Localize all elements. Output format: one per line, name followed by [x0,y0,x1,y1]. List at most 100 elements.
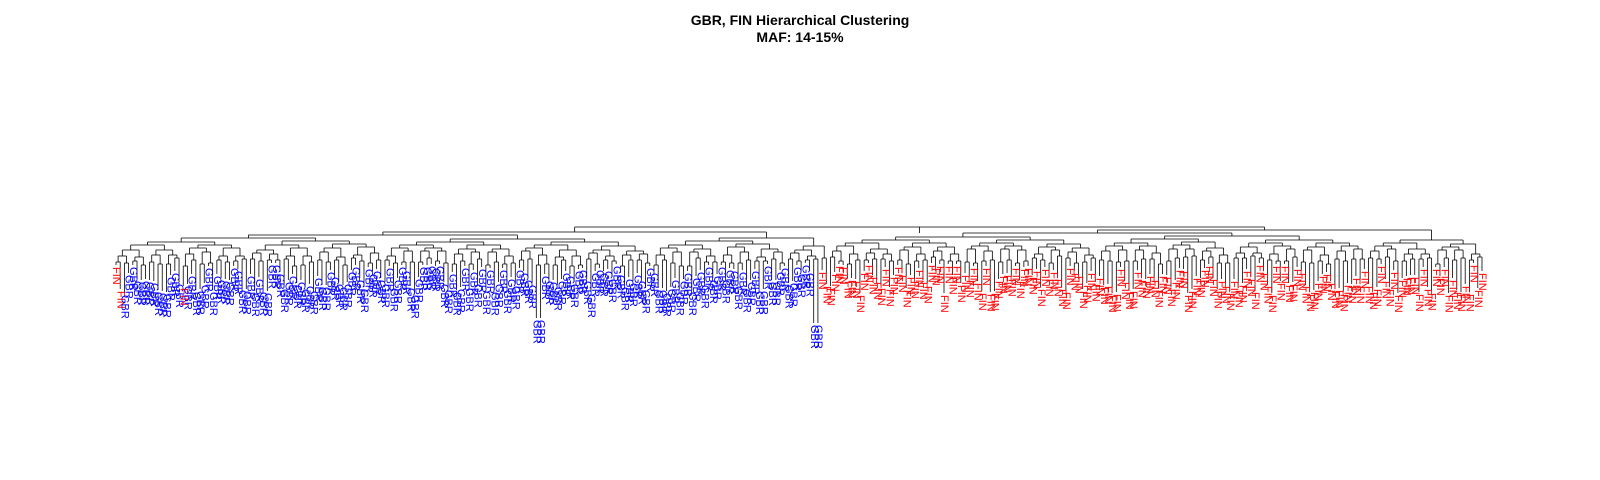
leaf-label-gbr: GBR [282,282,294,306]
leaf-label-fin: FIN [1442,295,1454,313]
leaf-label-gbr: GBR [182,286,194,310]
leaf-label-fin: FIN [837,267,849,285]
leaf-label-fin: FIN [900,290,912,308]
leaf-label-gbr: GBR [211,276,223,300]
leaf-label-fin: FIN [1073,276,1085,294]
leaf-label-fin: FIN [1241,271,1253,289]
leaf-label-fin: FIN [1245,279,1257,297]
leaf-label-fin: FIN [825,288,837,306]
leaf-label-gbr: GBR [131,281,143,305]
leaf-label-gbr: GBR [329,277,341,301]
leaf-label-gbr: GBR [648,273,660,297]
leaf-label-fin: FIN [1405,277,1417,295]
chart-title: GBR, FIN Hierarchical Clustering [690,12,910,28]
leaf-label-gbr: GBR [425,266,437,290]
leaf-label-fin: FIN [1417,269,1429,287]
leaf-label-gbr: GBR [493,284,505,308]
leaf-label-gbr: GBR [690,278,702,302]
leaf-label-gbr: GBR [652,290,664,314]
leaf-label-gbr: GBR [438,284,450,308]
leaf-label-gbr: GBR [488,292,500,316]
leaf-label-gbr: GBR [530,320,542,344]
leaf-label-fin: FIN [1220,286,1232,304]
leaf-label-fin: FIN [1337,294,1349,312]
leaf-label-gbr: GBR [350,267,362,291]
leaf-label-fin: FIN [951,266,963,284]
leaf-label-gbr: GBR [392,280,404,304]
leaf-label-gbr: GBR [455,289,467,313]
leaf-label-gbr: GBR [299,289,311,313]
leaf-label-fin: FIN [850,281,862,299]
leaf-label-fin: FIN [1426,293,1438,311]
leaf-label-fin: FIN [1047,272,1059,290]
leaf-label-gbr: GBR [728,271,740,295]
leaf-label-gbr: GBR [661,293,673,317]
leaf-label-gbr: GBR [497,270,509,294]
leaf-label-fin: FIN [1312,283,1324,301]
leaf-label-gbr: GBR [295,282,307,306]
leaf-label-fin: FIN [1400,278,1412,296]
leaf-label-fin: FIN [1304,294,1316,312]
leaf-label-gbr: GBR [572,271,584,295]
leaf-label-gbr: GBR [732,286,744,310]
leaf-label-fin: FIN [942,266,954,284]
leaf-label-fin: FIN [1085,273,1097,291]
leaf-label-gbr: GBR [623,279,635,303]
leaf-label-fin: FIN [1371,289,1383,307]
leaf-label-fin: FIN [1157,276,1169,294]
leaf-label-gbr: GBR [421,267,433,291]
leaf-label-gbr: GBR [169,273,181,297]
leaf-label-fin: FIN [1396,280,1408,298]
leaf-label-fin: FIN [1211,291,1223,309]
leaf-label-gbr: GBR [207,292,219,316]
leaf-label-gbr: GBR [434,266,446,290]
leaf-label-fin: FIN [1127,291,1139,309]
leaf-label-gbr: GBR [585,294,597,318]
leaf-label-gbr: GBR [215,280,227,304]
leaf-label-gbr: GBR [358,289,370,313]
leaf-label-fin: FIN [972,283,984,301]
leaf-label-gbr: GBR [152,292,164,316]
leaf-label-gbr: GBR [312,278,324,302]
leaf-label-gbr: GBR [118,295,130,319]
leaf-label-fin: FIN [177,288,189,306]
leaf-label-fin: FIN [909,281,921,299]
leaf-label-gbr: GBR [261,293,273,317]
leaf-labels: FINFINGBRGBRGBRGBRGBRGBRGBRGBRGBRGBRGBRG… [110,265,1488,349]
leaf-label-fin: FIN [1102,286,1114,304]
leaf-label-fin: FIN [1438,269,1450,287]
leaf-label-gbr: GBR [795,274,807,298]
leaf-label-gbr: GBR [560,273,572,297]
leaf-label-gbr: GBR [589,273,601,297]
leaf-label-fin: FIN [1043,279,1055,297]
leaf-label-gbr: GBR [543,281,555,305]
leaf-label-gbr: GBR [678,281,690,305]
leaf-label-fin: FIN [1094,278,1106,296]
leaf-label-gbr: GBR [140,281,152,305]
leaf-label-gbr: GBR [514,270,526,294]
leaf-label-fin: FIN [114,291,126,309]
leaf-label-fin: FIN [930,268,942,286]
leaf-label-fin: FIN [1409,277,1421,295]
leaf-label-gbr: GBR [673,292,685,316]
leaf-label-fin: FIN [1165,289,1177,307]
leaf-label-fin: FIN [1354,286,1366,304]
leaf-label-fin: FIN [1161,277,1173,295]
leaf-label-fin: FIN [1123,292,1135,310]
leaf-label-fin: FIN [1329,291,1341,309]
leaf-label-fin: FIN [1262,286,1274,304]
leaf-label-gbr: GBR [400,271,412,295]
leaf-label-fin: FIN [1216,281,1228,299]
leaf-label-fin: FIN [879,269,891,287]
leaf-label-fin: FIN [1131,272,1143,290]
leaf-label-fin: FIN [1476,273,1488,291]
leaf-label-fin: FIN [1237,285,1249,303]
leaf-label-gbr: GBR [627,283,639,307]
leaf-label-fin: FIN [1363,286,1375,304]
leaf-label-fin: FIN [1098,287,1110,305]
leaf-label-gbr: GBR [127,267,139,291]
leaf-label-gbr: GBR [741,289,753,313]
leaf-label-fin: FIN [934,266,946,284]
leaf-label-fin: FIN [1207,279,1219,297]
leaf-label-fin: FIN [816,272,828,290]
